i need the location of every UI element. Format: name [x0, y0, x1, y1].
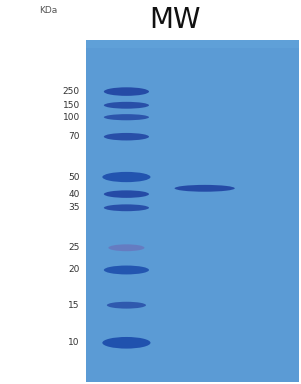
Ellipse shape	[102, 172, 150, 182]
Ellipse shape	[104, 87, 149, 96]
Text: MW: MW	[149, 6, 200, 34]
Text: KDa: KDa	[39, 6, 57, 15]
Text: 100: 100	[63, 113, 80, 122]
Bar	[86, 40, 299, 48]
Ellipse shape	[104, 114, 149, 120]
Text: 70: 70	[68, 132, 80, 141]
Text: 20: 20	[68, 265, 80, 275]
Ellipse shape	[104, 204, 149, 211]
Ellipse shape	[104, 190, 149, 198]
Bar	[86, 40, 299, 382]
Ellipse shape	[107, 302, 146, 309]
Ellipse shape	[104, 102, 149, 109]
Text: 15: 15	[68, 301, 80, 310]
Ellipse shape	[104, 266, 149, 275]
Text: 35: 35	[68, 203, 80, 212]
Text: 250: 250	[63, 87, 80, 96]
Ellipse shape	[102, 337, 150, 349]
Text: 25: 25	[68, 243, 80, 252]
Text: 150: 150	[63, 101, 80, 110]
Ellipse shape	[104, 133, 149, 141]
Text: 10: 10	[68, 338, 80, 347]
Ellipse shape	[108, 244, 144, 251]
Text: 40: 40	[68, 190, 80, 199]
Ellipse shape	[175, 185, 235, 192]
Text: 50: 50	[68, 172, 80, 182]
